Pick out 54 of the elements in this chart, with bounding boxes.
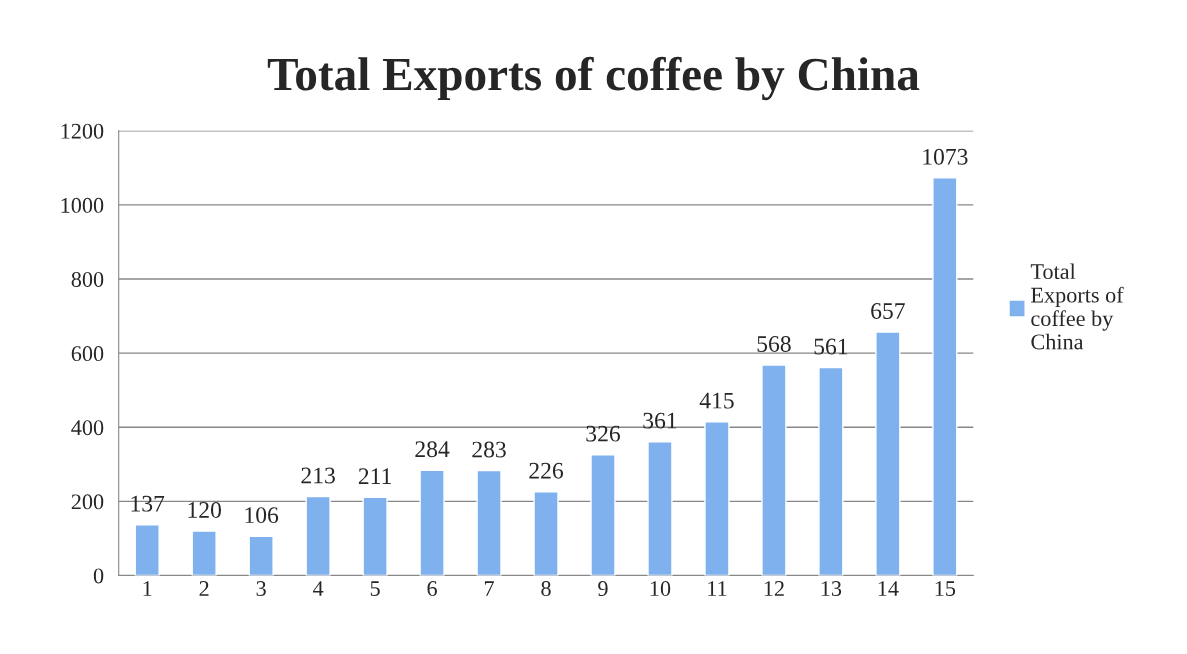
chart-title: Total Exports of coffee by China (267, 56, 920, 101)
bar (476, 469, 502, 576)
x-tick-label: 12 (764, 581, 784, 596)
bar (932, 177, 958, 576)
y-tick-label: 800 (71, 271, 104, 287)
data-label: 326 (586, 425, 620, 442)
y-tick-label: 1200 (61, 123, 104, 139)
x-tick-label: 5 (370, 581, 380, 597)
y-tick-label: 600 (71, 346, 104, 362)
bar (419, 469, 445, 576)
data-label: 1073 (923, 148, 968, 165)
legend-label: Total Exports of coffee by China (1030, 263, 1124, 350)
data-label: 361 (643, 412, 677, 429)
data-label: 213 (301, 467, 335, 484)
x-tick-label: 4 (312, 581, 324, 596)
data-label: 284 (415, 441, 450, 458)
data-label: 211 (358, 468, 391, 484)
y-tick-label: 1000 (61, 197, 104, 213)
bar (818, 366, 844, 576)
bar (305, 495, 331, 576)
x-tick-label: 13 (821, 581, 842, 597)
data-label: 283 (472, 441, 506, 458)
x-tick-label: 11 (708, 581, 727, 596)
y-tick-label: 0 (93, 568, 104, 584)
bar (704, 421, 730, 576)
data-label: 568 (757, 335, 791, 352)
bar (248, 535, 274, 576)
bar (647, 441, 673, 576)
x-tick-label: 6 (427, 581, 437, 597)
x-tick-label: 10 (650, 581, 671, 597)
bar (533, 491, 559, 576)
x-tick-label: 8 (541, 581, 551, 597)
x-tick-label: 7 (484, 581, 494, 596)
bar (134, 524, 160, 576)
data-label: 120 (188, 501, 221, 518)
data-label: 561 (814, 338, 848, 355)
x-tick-label: 15 (935, 581, 956, 597)
bar (761, 364, 787, 576)
x-tick-label: 2 (199, 581, 209, 596)
data-label: 415 (699, 392, 734, 409)
bar (362, 496, 388, 576)
x-tick-label: 9 (598, 581, 608, 597)
x-tick-label: 3 (256, 581, 266, 597)
y-tick-label: 400 (71, 420, 104, 436)
x-tick-label: 1 (143, 581, 152, 596)
x-tick-label: 14 (878, 581, 899, 596)
bar (590, 454, 616, 576)
y-tick-label: 200 (71, 494, 104, 510)
data-label: 137 (131, 495, 165, 512)
data-label: 657 (871, 303, 905, 319)
bar (191, 530, 217, 576)
bar (875, 331, 901, 576)
data-label: 106 (245, 507, 279, 524)
data-label: 226 (529, 462, 564, 479)
